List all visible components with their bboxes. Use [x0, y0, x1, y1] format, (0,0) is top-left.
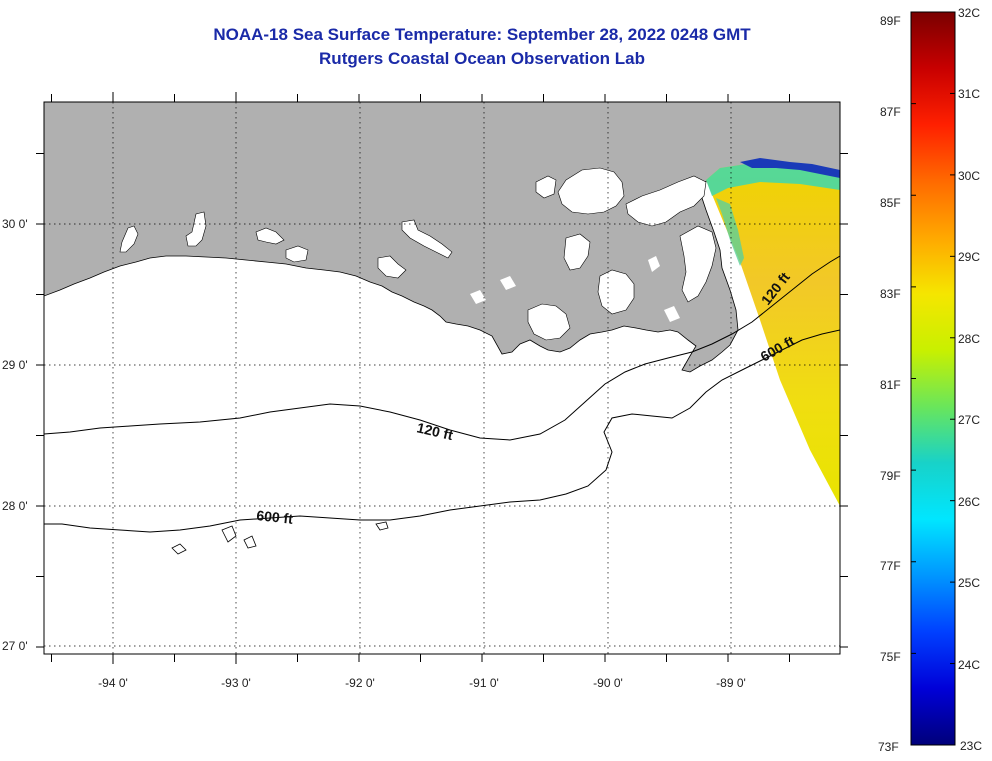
map-title: NOAA-18 Sea Surface Temperature: Septemb…: [213, 25, 751, 44]
lake-maurepas: [535, 175, 557, 199]
lat-label: 27 0': [2, 639, 28, 653]
cb-f-label: 77F: [880, 559, 901, 573]
lon-label: -92 0': [345, 676, 375, 690]
lon-label: -94 0': [98, 676, 128, 690]
map-frame: [43, 101, 841, 655]
lon-label: -93 0': [221, 676, 251, 690]
lat-label: 29 0': [2, 358, 28, 372]
colorbar-fahrenheit-labels: 89F 87F 85F 83F 81F 79F 77F 75F 73F: [878, 14, 901, 754]
contour-islands: [171, 521, 389, 555]
cb-c-label: 31C: [958, 87, 980, 101]
lake-pontchartrain: [557, 167, 625, 215]
lake-grand: [255, 227, 285, 245]
axis-ticks: [36, 92, 848, 664]
cb-c-label: 28C: [958, 332, 980, 346]
colorbar: [910, 11, 956, 746]
lake-white: [285, 245, 309, 263]
barataria-bay: [597, 269, 635, 315]
colorbar-ticks: [911, 11, 955, 746]
cb-f-label: 81F: [880, 378, 901, 392]
latitude-labels: 30 0' 29 0' 28 0' 27 0': [2, 217, 28, 653]
lake-salvador: [563, 233, 591, 271]
lake-verret: [377, 255, 407, 279]
lon-label: -90 0': [593, 676, 623, 690]
lat-label: 30 0': [2, 217, 28, 231]
cb-c-label: 23C: [960, 739, 982, 753]
lake-calcasieu: [119, 225, 139, 253]
lat-label: 28 0': [2, 499, 28, 513]
cb-c-label: 25C: [958, 576, 980, 590]
terrebonne-bay: [527, 303, 571, 341]
map-subtitle: Rutgers Coastal Ocean Observation Lab: [319, 49, 645, 68]
cb-c-label: 26C: [958, 495, 980, 509]
lake-borgne: [625, 175, 707, 227]
marsh-pond-4: [664, 306, 680, 322]
cb-f-label: 83F: [880, 287, 901, 301]
sst-teal-strip: [716, 198, 744, 266]
cb-c-label: 29C: [958, 250, 980, 264]
cb-f-label: 75F: [880, 650, 901, 664]
gridlines: [44, 102, 840, 654]
lake-atchafalaya: [401, 219, 453, 259]
cb-f-label: 85F: [880, 196, 901, 210]
contour-120ft: [44, 255, 840, 441]
marsh-pond-1: [648, 256, 660, 272]
breton-sound: [679, 225, 717, 303]
marsh-pond-3: [500, 276, 516, 290]
lake-sabine-east: [185, 211, 207, 247]
colorbar-celsius-labels: 32C 31C 30C 29C 28C 27C 26C 25C 24C 23C: [958, 6, 982, 753]
cb-c-label: 24C: [958, 658, 980, 672]
cb-f-label: 89F: [880, 14, 901, 28]
cb-c-label: 30C: [958, 169, 980, 183]
contour-label-600ft: 600 ft: [256, 507, 294, 527]
cb-f-label: 79F: [880, 469, 901, 483]
longitude-labels: -94 0' -93 0' -92 0' -91 0' -90 0' -89 0…: [98, 676, 746, 690]
sst-cold-edge: [740, 158, 840, 178]
lon-label: -89 0': [716, 676, 746, 690]
lon-label: -91 0': [469, 676, 499, 690]
contour-600ft: [44, 329, 840, 533]
land-mass: [44, 102, 840, 373]
cb-f-label: 73F: [878, 740, 899, 754]
cb-c-label: 32C: [958, 6, 980, 20]
cb-c-label: 27C: [958, 413, 980, 427]
marsh-pond-2: [470, 290, 486, 304]
cb-f-label: 87F: [880, 105, 901, 119]
